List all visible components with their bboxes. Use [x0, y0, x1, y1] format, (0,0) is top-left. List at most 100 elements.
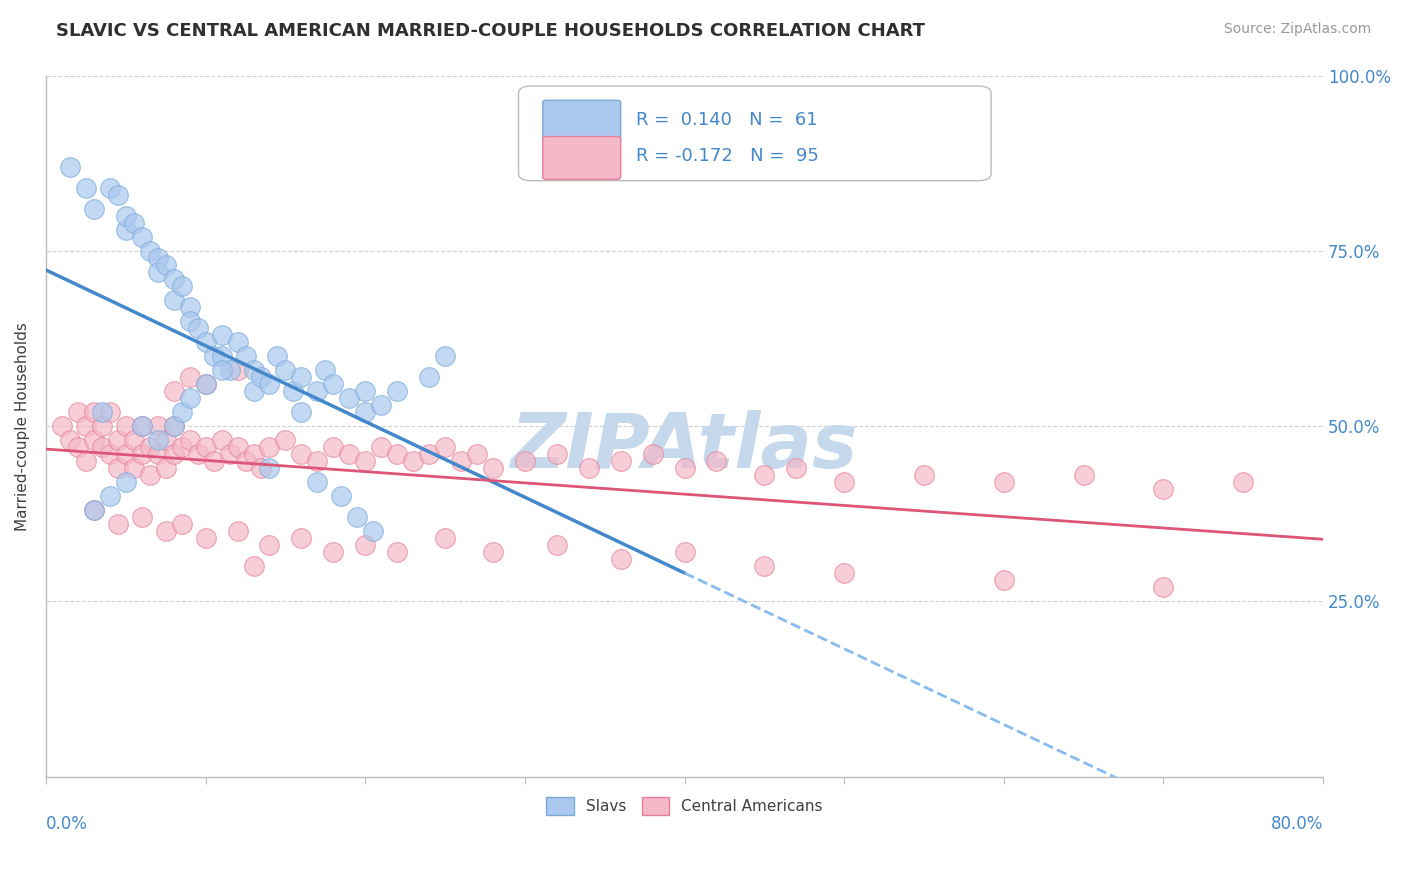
Point	[322, 376, 344, 391]
Point	[1073, 468, 1095, 483]
Point	[307, 384, 329, 398]
Text: 80.0%: 80.0%	[1271, 815, 1323, 833]
Text: R = -0.172   N =  95: R = -0.172 N = 95	[636, 147, 818, 165]
Point	[235, 349, 257, 363]
Point	[194, 440, 217, 454]
Point	[75, 454, 97, 468]
Point	[170, 405, 193, 419]
Point	[194, 376, 217, 391]
Point	[259, 376, 281, 391]
Point	[354, 405, 377, 419]
Point	[370, 398, 392, 412]
Point	[114, 419, 136, 434]
Point	[785, 461, 807, 475]
Point	[211, 327, 233, 342]
Point	[482, 461, 505, 475]
Point	[59, 433, 82, 447]
Point	[290, 531, 312, 545]
Point	[131, 510, 153, 524]
Point	[75, 419, 97, 434]
Point	[361, 524, 384, 539]
Point	[235, 454, 257, 468]
Point	[98, 405, 121, 419]
Point	[546, 447, 568, 461]
Point	[163, 419, 186, 434]
Point	[346, 510, 368, 524]
Point	[434, 531, 457, 545]
Point	[259, 538, 281, 552]
Y-axis label: Married-couple Households: Married-couple Households	[15, 322, 30, 531]
Point	[187, 321, 209, 335]
Point	[98, 447, 121, 461]
Point	[122, 461, 145, 475]
Point	[1153, 580, 1175, 594]
Point	[194, 376, 217, 391]
Point	[322, 440, 344, 454]
Point	[146, 251, 169, 265]
Point	[83, 433, 105, 447]
Point	[179, 433, 201, 447]
Point	[146, 265, 169, 279]
Text: 0.0%: 0.0%	[46, 815, 87, 833]
Point	[139, 244, 162, 258]
Point	[1153, 482, 1175, 496]
Point	[155, 433, 177, 447]
Point	[283, 384, 305, 398]
Text: SLAVIC VS CENTRAL AMERICAN MARRIED-COUPLE HOUSEHOLDS CORRELATION CHART: SLAVIC VS CENTRAL AMERICAN MARRIED-COUPL…	[56, 22, 925, 40]
Point	[211, 433, 233, 447]
Point	[194, 334, 217, 349]
Point	[226, 334, 249, 349]
Point	[83, 503, 105, 517]
Point	[90, 405, 112, 419]
Point	[274, 363, 297, 377]
Point	[307, 475, 329, 490]
Point	[673, 545, 696, 559]
Point	[202, 454, 225, 468]
Point	[202, 349, 225, 363]
Point	[434, 440, 457, 454]
Point	[259, 461, 281, 475]
Point	[155, 461, 177, 475]
Point	[179, 314, 201, 328]
Point	[482, 545, 505, 559]
Point	[242, 447, 264, 461]
Point	[163, 293, 186, 307]
Point	[226, 440, 249, 454]
Point	[250, 461, 273, 475]
Point	[170, 278, 193, 293]
FancyBboxPatch shape	[543, 100, 620, 143]
Point	[370, 440, 392, 454]
Point	[242, 559, 264, 574]
Point	[122, 433, 145, 447]
Point	[337, 391, 360, 405]
Point	[609, 552, 631, 566]
Point	[418, 447, 440, 461]
Text: R =  0.140   N =  61: R = 0.140 N = 61	[636, 111, 818, 129]
Point	[218, 447, 240, 461]
Point	[194, 531, 217, 545]
Point	[211, 349, 233, 363]
Point	[330, 489, 353, 503]
Point	[354, 538, 377, 552]
Point	[385, 384, 408, 398]
Point	[402, 454, 425, 468]
Point	[832, 566, 855, 581]
Point	[754, 559, 776, 574]
Point	[513, 454, 536, 468]
Point	[83, 503, 105, 517]
Point	[90, 419, 112, 434]
Point	[98, 180, 121, 194]
Point	[107, 187, 129, 202]
Point	[450, 454, 472, 468]
Point	[131, 419, 153, 434]
Point	[51, 419, 73, 434]
Point	[385, 447, 408, 461]
Point	[337, 447, 360, 461]
Point	[98, 489, 121, 503]
Point	[83, 405, 105, 419]
Point	[912, 468, 935, 483]
Point	[66, 440, 89, 454]
Point	[274, 433, 297, 447]
Point	[146, 447, 169, 461]
Point	[107, 517, 129, 532]
